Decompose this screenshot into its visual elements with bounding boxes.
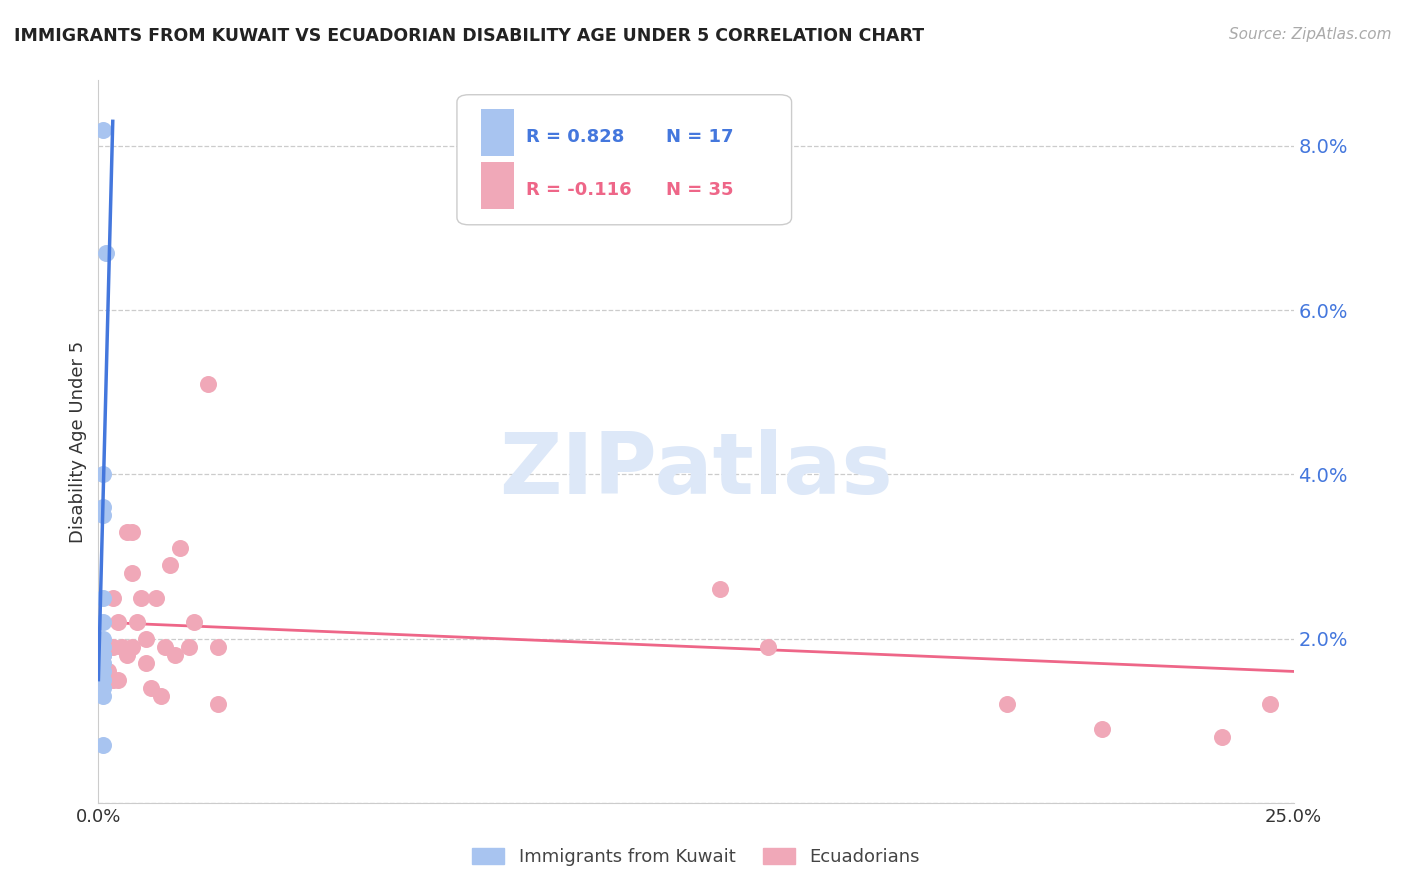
Text: R = -0.116: R = -0.116	[526, 181, 631, 199]
Point	[91, 640, 114, 654]
Point	[91, 648, 114, 662]
Point	[135, 632, 157, 646]
Text: N = 35: N = 35	[666, 181, 734, 199]
FancyBboxPatch shape	[481, 162, 515, 209]
Point	[709, 582, 731, 597]
Point	[101, 673, 124, 687]
Point	[91, 508, 114, 523]
Point	[91, 648, 114, 662]
Point	[1258, 698, 1281, 712]
Point	[91, 467, 114, 482]
Point	[139, 681, 162, 695]
Point	[1091, 722, 1114, 736]
FancyBboxPatch shape	[481, 109, 515, 156]
Point	[91, 648, 114, 662]
Point	[121, 566, 143, 580]
Point	[91, 615, 114, 630]
Point	[107, 673, 129, 687]
Point	[91, 681, 114, 695]
Point	[121, 524, 143, 539]
Point	[107, 615, 129, 630]
Y-axis label: Disability Age Under 5: Disability Age Under 5	[69, 341, 87, 542]
Text: N = 17: N = 17	[666, 128, 734, 145]
Point	[131, 591, 153, 605]
Point	[756, 640, 779, 654]
Point	[169, 541, 191, 556]
Point	[94, 245, 117, 260]
Point	[91, 632, 114, 646]
Point	[155, 640, 177, 654]
Text: Source: ZipAtlas.com: Source: ZipAtlas.com	[1229, 27, 1392, 42]
Point	[207, 640, 229, 654]
Point	[207, 698, 229, 712]
Point	[995, 698, 1018, 712]
Point	[91, 673, 114, 687]
Point	[197, 377, 219, 392]
Point	[91, 657, 114, 671]
Point	[115, 648, 138, 662]
Point	[145, 591, 167, 605]
Legend: Immigrants from Kuwait, Ecuadorians: Immigrants from Kuwait, Ecuadorians	[464, 840, 928, 873]
Text: IMMIGRANTS FROM KUWAIT VS ECUADORIAN DISABILITY AGE UNDER 5 CORRELATION CHART: IMMIGRANTS FROM KUWAIT VS ECUADORIAN DIS…	[14, 27, 924, 45]
Point	[101, 640, 124, 654]
Point	[135, 657, 157, 671]
Point	[91, 591, 114, 605]
Text: ZIPatlas: ZIPatlas	[499, 429, 893, 512]
Point	[91, 739, 114, 753]
Point	[91, 665, 114, 679]
Point	[101, 591, 124, 605]
Point	[125, 615, 148, 630]
Point	[121, 640, 143, 654]
Point	[91, 689, 114, 703]
Point	[159, 558, 181, 572]
Text: R = 0.828: R = 0.828	[526, 128, 624, 145]
Point	[183, 615, 205, 630]
Point	[97, 665, 120, 679]
Point	[179, 640, 201, 654]
Point	[115, 524, 138, 539]
Point	[149, 689, 172, 703]
FancyBboxPatch shape	[457, 95, 792, 225]
Point	[163, 648, 186, 662]
Point	[91, 122, 114, 136]
Point	[91, 500, 114, 515]
Point	[111, 640, 134, 654]
Point	[1211, 730, 1233, 744]
